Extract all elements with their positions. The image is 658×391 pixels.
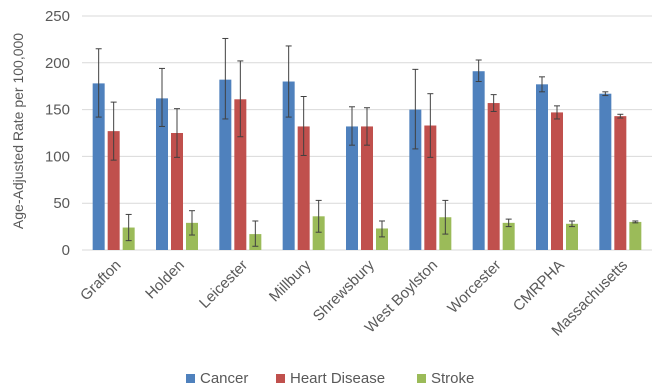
bar-cancer — [472, 71, 485, 250]
bar-cancer — [219, 79, 232, 250]
bars — [92, 71, 642, 251]
bar-stroke — [629, 221, 642, 250]
bar-cancer — [92, 83, 105, 250]
legend-label: Cancer — [200, 370, 248, 387]
bar-stroke — [566, 223, 578, 250]
y-tick-label: 150 — [45, 102, 70, 119]
x-tick-label: Leicester — [196, 257, 251, 312]
bar-cancer — [536, 84, 548, 250]
error-bars — [95, 37, 639, 247]
bar-stroke — [376, 228, 388, 250]
bar-cancer — [599, 93, 612, 250]
x-tick-label: Worcester — [444, 257, 504, 317]
bar-cancer — [282, 81, 295, 251]
y-tick-label: 100 — [45, 148, 70, 165]
y-tick-label: 250 — [45, 8, 70, 25]
bar-heart-disease — [171, 133, 183, 250]
legend: Cancer Heart Disease Stroke — [186, 370, 474, 387]
bar-heart-disease — [361, 126, 373, 250]
y-tick-label: 50 — [53, 195, 70, 212]
x-tick-label: Holden — [142, 257, 188, 303]
x-tick-label: Millbury — [266, 256, 315, 305]
x-tick-label: Grafton — [77, 257, 124, 304]
legend-label: Heart Disease — [290, 370, 385, 387]
x-axis-ticks: Grafton Holden Leicester MillburyShrewsbury… — [77, 256, 631, 339]
legend-label: Stroke — [431, 370, 474, 387]
bar-heart-disease — [297, 126, 310, 250]
y-tick-label: 200 — [45, 55, 70, 72]
bar-stroke — [502, 222, 515, 250]
bar-stroke — [186, 222, 198, 250]
bar-cancer — [409, 109, 422, 250]
y-axis-ticks: 0 50 100 150 200 250 — [45, 8, 70, 259]
bar-cancer — [156, 98, 168, 250]
y-tick-label: 0 — [62, 242, 70, 259]
bar-cancer — [346, 126, 358, 250]
x-tick-label: Shrewsbury — [310, 256, 378, 324]
bar-heart-disease — [424, 125, 437, 250]
bar-heart-disease — [107, 131, 120, 250]
y-axis-label: Age-Adjusted Rate per 100,000 — [10, 33, 26, 229]
legend-swatch — [417, 374, 426, 383]
bar-heart-disease — [487, 103, 500, 250]
x-tick-label: CMRPHA — [510, 257, 568, 315]
legend-swatch — [186, 374, 195, 383]
bar-heart-disease — [551, 112, 563, 251]
bar-heart-disease — [614, 116, 627, 250]
bar-stroke — [312, 216, 325, 250]
legend-swatch — [276, 374, 285, 383]
